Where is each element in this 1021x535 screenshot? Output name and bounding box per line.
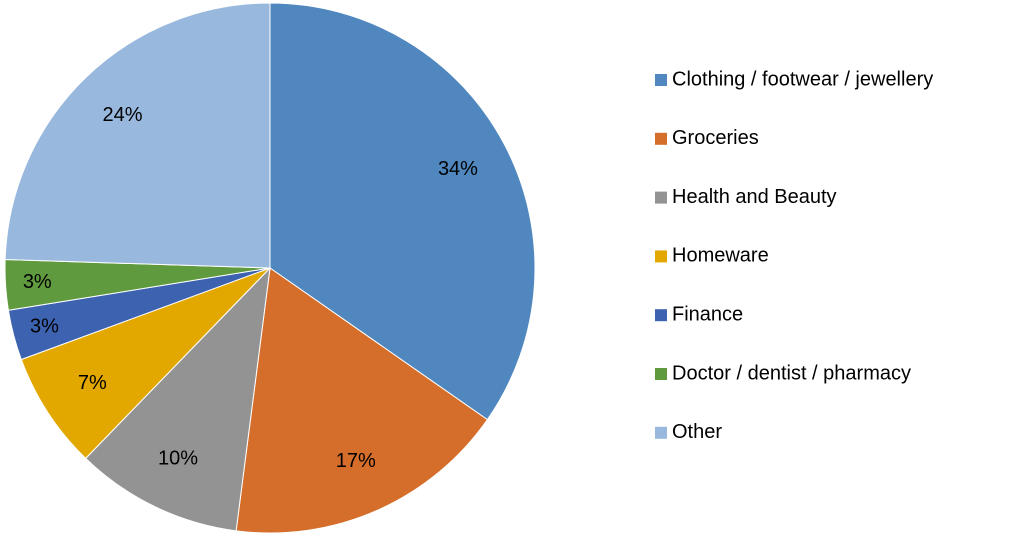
data-label: 17% — [336, 450, 376, 472]
legend-swatch — [655, 74, 667, 86]
data-label: 7% — [78, 372, 107, 394]
legend-label: Health and Beauty — [672, 186, 837, 208]
pie-slice — [84, 266, 271, 532]
legend-swatch — [655, 368, 667, 380]
legend-label: Groceries — [672, 127, 759, 149]
legend-swatch — [655, 309, 667, 322]
data-label: 3% — [23, 271, 52, 293]
legend-label: Other — [672, 421, 722, 443]
legend-label: Finance — [672, 303, 743, 325]
data-label: 10% — [158, 447, 198, 469]
legend-label: Homeware — [672, 245, 769, 267]
data-label: 24% — [102, 104, 142, 126]
pie-slice — [4, 2, 271, 269]
legend-swatch — [655, 426, 667, 439]
pie-slice — [20, 267, 271, 460]
legend-swatch — [655, 250, 667, 263]
data-label: 3% — [30, 315, 59, 337]
data-label: 34% — [438, 158, 478, 180]
pie-slice — [269, 2, 536, 421]
legend-swatch — [655, 132, 667, 145]
legend-label: Doctor / dentist / pharmacy — [672, 362, 911, 384]
legend-swatch — [655, 191, 667, 204]
pie-slice — [235, 267, 489, 534]
legend-label: Clothing / footwear / jewellery — [672, 68, 933, 90]
